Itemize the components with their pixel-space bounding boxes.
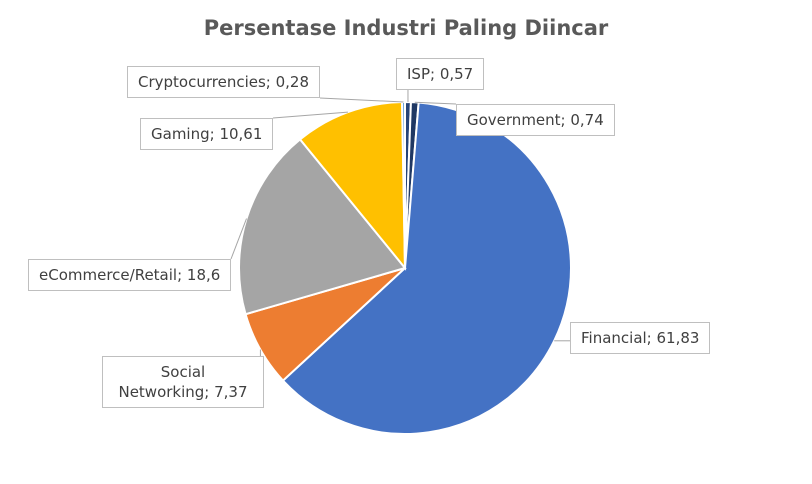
data-label: Financial; 61,83 [570,322,711,354]
chart-title: Persentase Industri Paling Diincar [203,16,609,40]
data-label: eCommerce/Retail; 18,6 [28,259,232,291]
pie-slice [238,137,407,316]
leader-line [272,111,348,119]
data-label: Government; 0,74 [456,104,615,136]
leader-line [319,97,404,103]
pie-slice [298,101,407,271]
data-label: ISP; 0,57 [396,58,485,90]
leader-line [414,101,457,105]
data-label: Social Networking; 7,37 [102,356,264,408]
leader-line [230,218,247,260]
data-label: Cryptocurrencies; 0,28 [127,66,321,98]
data-label: Gaming; 10,61 [140,118,274,150]
